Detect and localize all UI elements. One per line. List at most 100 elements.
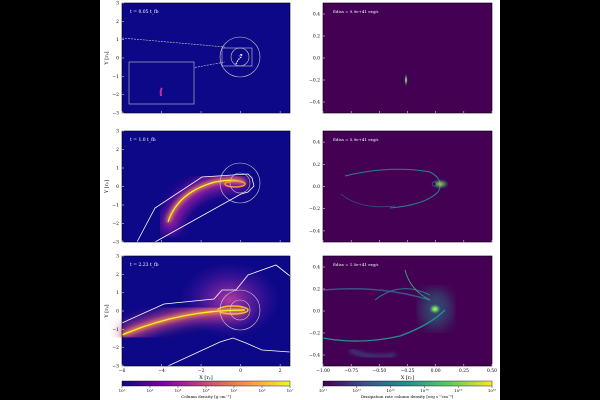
y-tick-label: 0.0 (313, 56, 320, 62)
stream-core (121, 309, 246, 336)
debris-cloud (180, 262, 280, 338)
disk-ellipse (224, 180, 246, 188)
density-panel-2: t = 1.0 t_fb (122, 131, 290, 243)
y-tick-label: −1 (112, 327, 119, 333)
time-label: t = 1.0 t_fb (130, 137, 156, 143)
y-tick-label: 2 (116, 147, 119, 153)
panel-axes: 3 2 1 0 −1 −2 −3 Y [rₚ] (104, 129, 291, 246)
zoom-connector (191, 61, 226, 69)
y-tick-label: −0.4 (309, 228, 320, 234)
y-tick-label: 1 (116, 166, 119, 172)
luminosity-label: Ėdiss = 5.9e+41 erg/s (333, 137, 378, 142)
y-tick-label: −3 (112, 111, 119, 117)
colorbar-gradient (121, 380, 291, 387)
y-tick-label: −0.4 (309, 100, 320, 106)
dissipation-map-background (323, 256, 492, 366)
stream-shock (374, 288, 431, 301)
dissipation-panel-3: Ėdiss = 1.5e+41 erg/s (322, 256, 492, 366)
y-tick-label: −0.2 (309, 331, 320, 337)
x-tick-label: −1.00 (316, 368, 330, 374)
y-tick-label: 0.4 (313, 140, 320, 146)
y-tick-label: 2 (116, 19, 119, 25)
colorbar-tick-label: 10¹² (353, 388, 362, 393)
tidal-radius-circle (219, 36, 261, 78)
stream-shock (322, 288, 431, 301)
stream-shock (340, 193, 396, 208)
y-axis-label: Y [rₚ] (104, 180, 110, 194)
y-tick-label: −3 (112, 240, 119, 246)
colorbar-ticks: 10¹¹ 10¹² 10¹³ 10¹⁴ 10¹⁵ 10¹⁶ (319, 386, 497, 393)
y-tick-label: 3 (116, 1, 119, 7)
stream-shock (344, 168, 441, 209)
panel-axes: 0.4 0.2 0.0 −0.2 −0.4 −1.00 −0.75 −0.50 −0.25 0.0… (309, 255, 497, 381)
density-colorbar: 10¹ 10² 10³ 10⁴ 10⁵ 10⁶ 10⁷ Column density [g … (119, 380, 294, 399)
zoom-connector (121, 37, 226, 48)
x-tick-label: −0.75 (344, 368, 358, 374)
y-tick-label: 0 (116, 56, 119, 62)
x-tick-label: 0.50 (487, 368, 497, 374)
inset-stream (159, 87, 163, 97)
dissipation-hotspot (429, 304, 441, 314)
zoom-box (221, 47, 253, 67)
panel-axes: 3 2 1 0 −1 −2 −3 Y [rₚ] (104, 1, 291, 117)
colorbar-tick-label: 10¹⁶ (488, 388, 497, 393)
x-axis-label: X [rₚ] (401, 375, 414, 381)
colorbar-ticks: 10¹ 10² 10³ 10⁴ 10⁵ 10⁶ 10⁷ (119, 386, 294, 393)
tidal-radius-circle (219, 289, 261, 331)
y-tick-label: −3 (112, 364, 119, 370)
dissipation-colorbar: 10¹¹ 10¹² 10¹³ 10¹⁴ 10¹⁵ 10¹⁶ Dissipation rat… (319, 380, 497, 399)
y-tick-label: 0.4 (313, 265, 320, 271)
colorbar-tick-label: 10² (147, 388, 154, 393)
black-hole-marker (431, 181, 437, 187)
colorbar-tick-label: 10¹¹ (319, 388, 328, 393)
colorbar-tick-label: 10¹⁴ (420, 388, 429, 393)
density-panel-1: t = 0.05 t_fb (121, 3, 290, 113)
boundary-contour (136, 173, 255, 243)
x-tick-label: 0.00 (431, 368, 441, 374)
y-tick-label: 3 (116, 129, 119, 135)
colorbar-tick-label: 10¹⁵ (454, 388, 463, 393)
tidal-radius-circle (219, 162, 261, 204)
dissipation-hotspot (431, 179, 449, 189)
dissipation-map-background (323, 3, 492, 113)
y-tick-label: −1 (112, 203, 119, 209)
y-tick-label: 2 (116, 272, 119, 278)
y-tick-label: −0.2 (309, 78, 320, 84)
colorbar-gradient (322, 380, 493, 387)
y-tick-label: 0.4 (313, 12, 320, 18)
colorbar-tick-label: 10³ (175, 388, 182, 393)
x-tick-label: 2 (279, 368, 282, 374)
pericenter-circle (229, 299, 251, 321)
inset-frame (128, 61, 195, 105)
x-tick-label: −6 (119, 368, 126, 374)
stream-shock (349, 348, 396, 359)
inset-plot (128, 61, 195, 105)
boundary-contour (167, 337, 291, 367)
dissipation-panel-1: Ėdiss = 9.9e+41 erg/s (323, 3, 492, 113)
y-tick-label: −2 (112, 92, 119, 98)
y-tick-label: 0.2 (313, 162, 320, 168)
star-contour (235, 52, 244, 65)
luminosity-label: Ėdiss = 9.9e+41 erg/s (333, 9, 378, 14)
boundary-contour (121, 264, 291, 324)
x-tick-label: −2 (198, 368, 205, 374)
colorbar-label: Column density [g cm⁻²] (181, 394, 231, 399)
y-axis-label: Y [rₚ] (104, 51, 110, 65)
colorbar-tick-label: 10⁷ (287, 388, 294, 393)
y-tick-label: 0.0 (313, 309, 320, 315)
dissipation-panel-2: Ėdiss = 5.9e+41 erg/s (323, 131, 492, 242)
y-tick-label: 0.2 (313, 287, 320, 293)
panel-axes: 3 2 1 0 −1 −2 −3−6 −4 −2 0 2 Y [rₚ] X [rₚ] (104, 254, 291, 381)
y-tick-label: 0 (116, 309, 119, 315)
y-tick-label: −0.2 (309, 206, 320, 212)
y-tick-label: 0.2 (313, 34, 320, 40)
x-axis-label: X [rₚ] (199, 375, 212, 381)
y-tick-label: −0.4 (309, 353, 320, 359)
colorbar-label: Dissipation rate column density [erg s⁻¹… (361, 394, 454, 399)
x-tick-label: −0.50 (372, 368, 386, 374)
y-tick-label: 3 (116, 254, 119, 260)
panel-axes: 0.4 0.2 0.0 −0.2 −0.4 (309, 130, 493, 243)
y-axis-label: Y [rₚ] (104, 304, 110, 318)
